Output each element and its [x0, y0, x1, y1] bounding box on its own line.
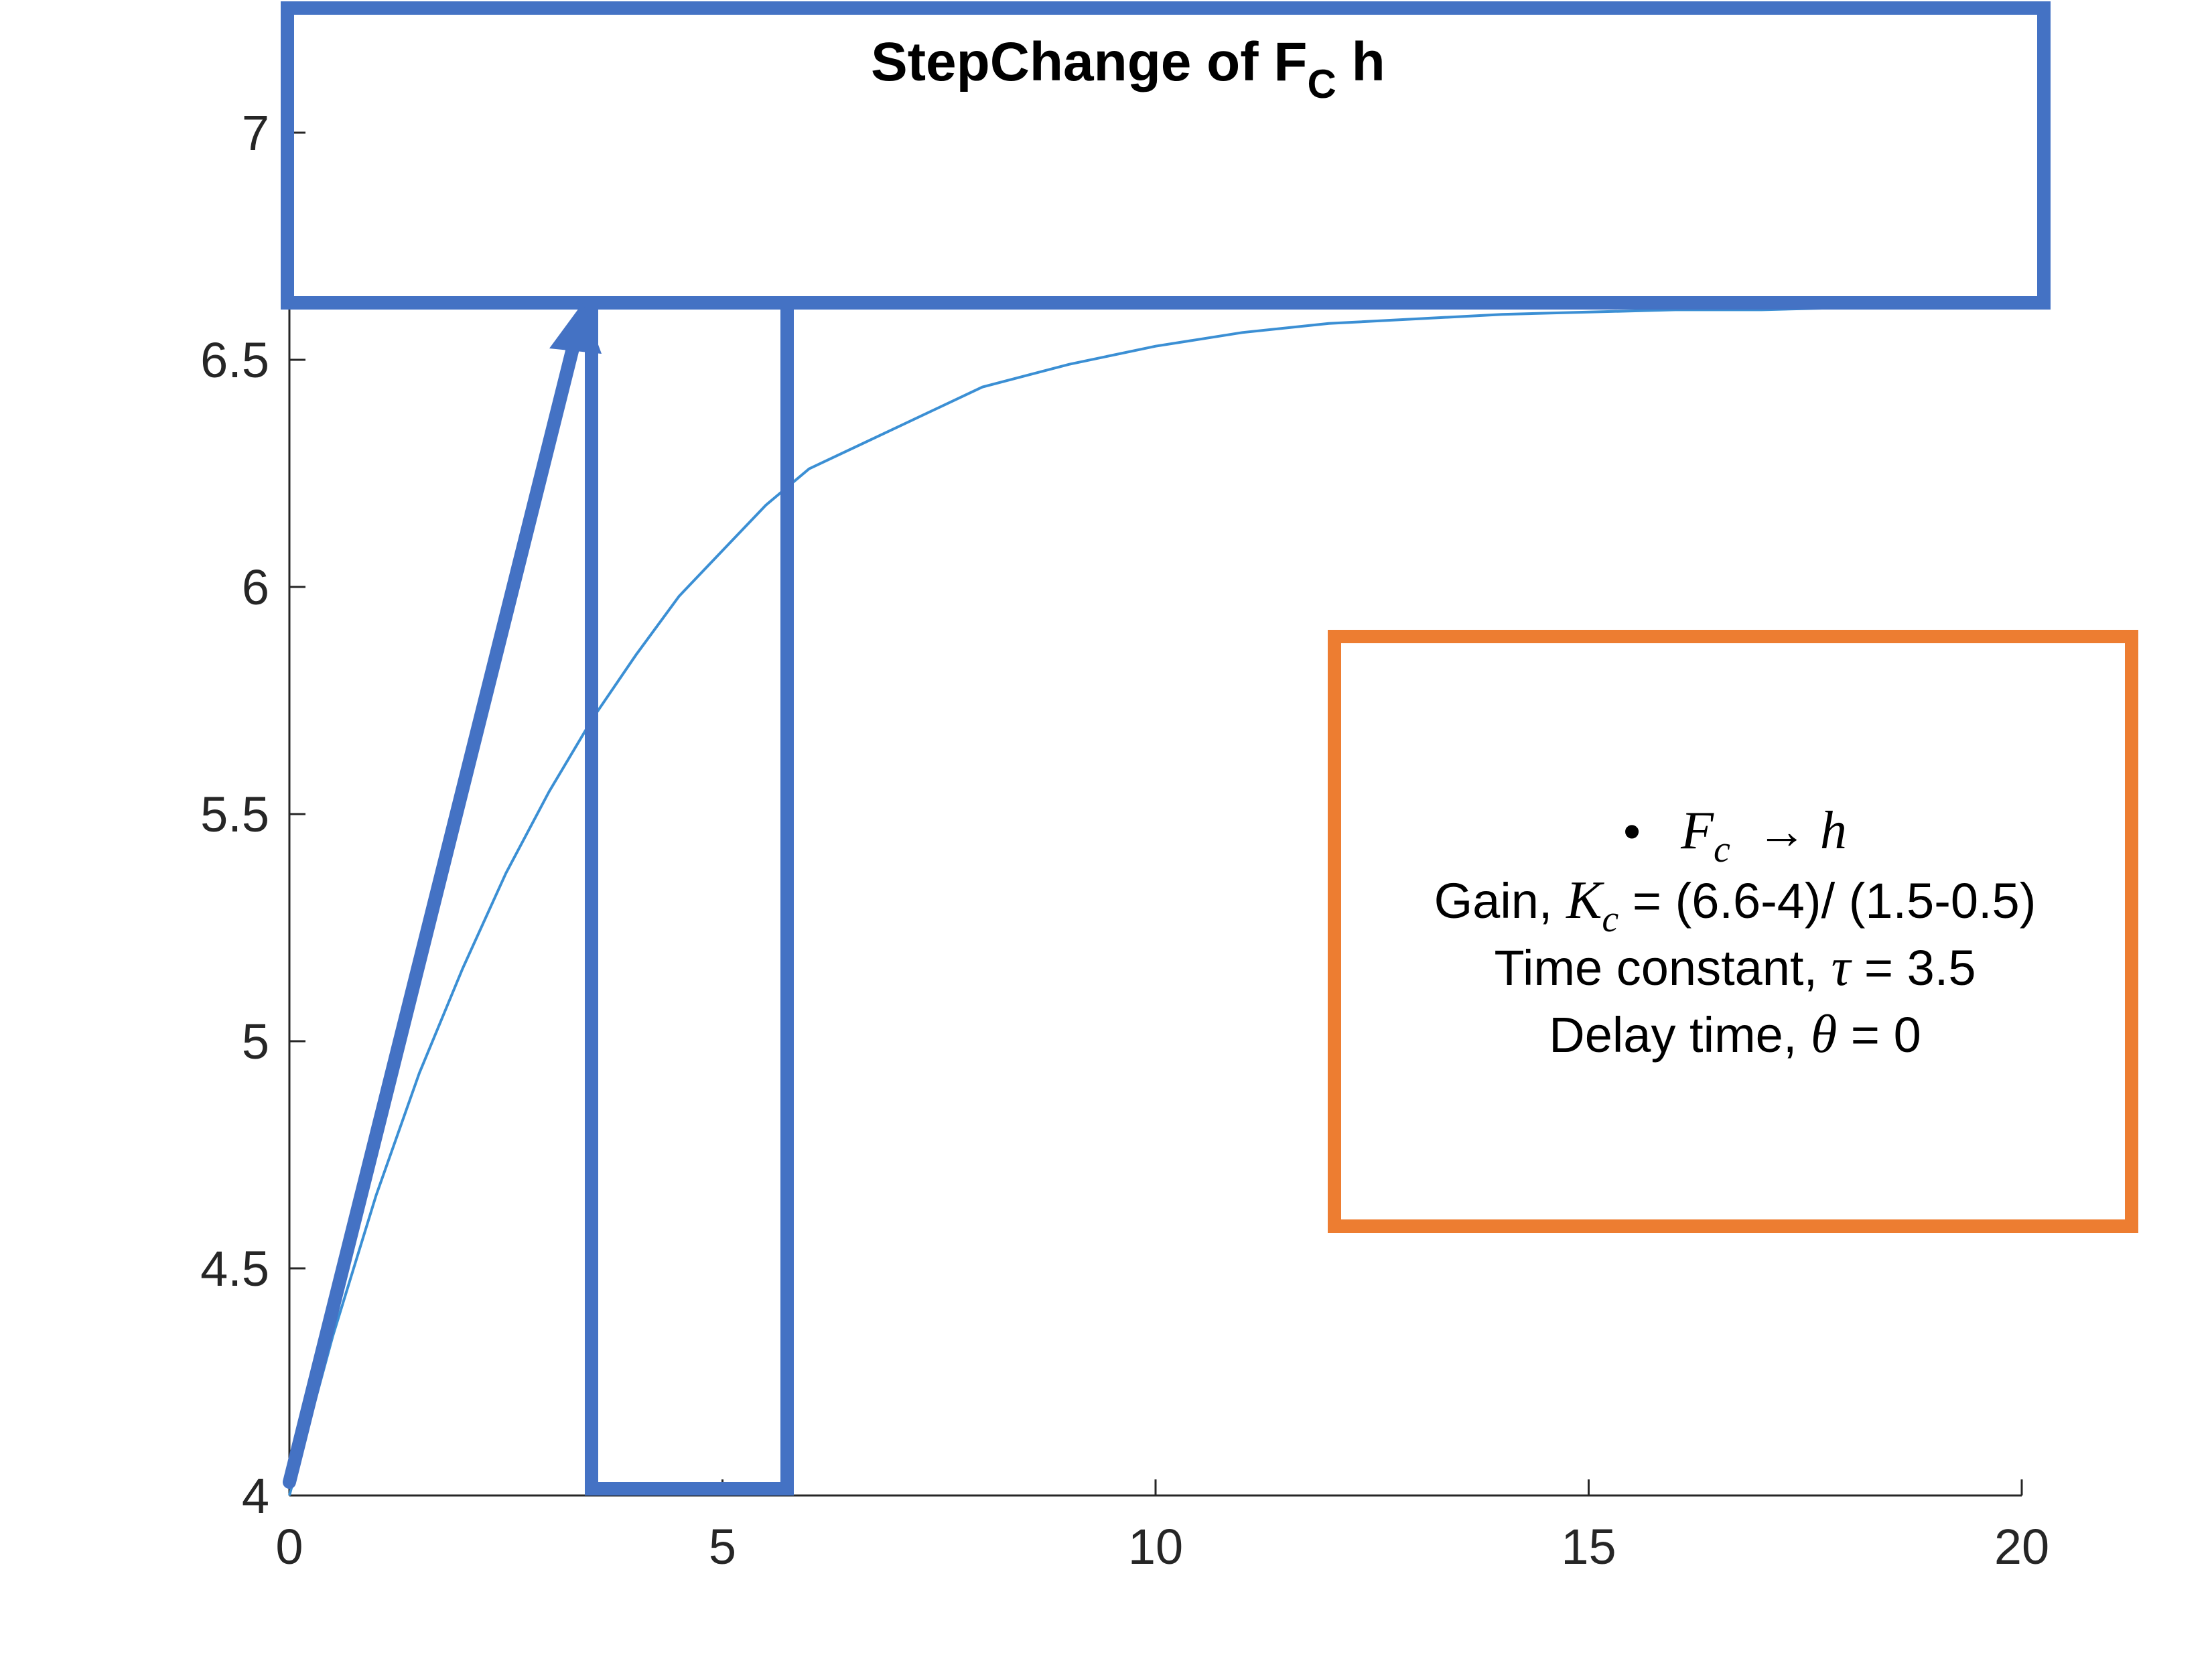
initial-slope-arrow-head — [549, 303, 602, 354]
series-layer — [288, 304, 2022, 1496]
title-highlight-box — [281, 1, 2051, 310]
x-tick-label: 15 — [1561, 1519, 1616, 1575]
initial-slope-arrow-line — [283, 323, 584, 1489]
y-tick-label: 4.5 — [200, 1241, 269, 1296]
axes — [288, 8, 2023, 1497]
time-constant-highlight-box — [585, 296, 794, 1495]
annotation-delay-time: Delay time, θ = 0 — [1549, 1005, 1921, 1064]
annotation-gain: Gain, Kc = (6.6-4)/ (1.5-0.5) — [1434, 871, 2036, 940]
annotation-time-constant: Time constant, τ = 3.5 — [1495, 938, 1976, 997]
chart-title: StepChange of FC h — [871, 31, 1385, 107]
y-tick-label: 6 — [242, 559, 269, 615]
x-tick-label: 10 — [1128, 1519, 1183, 1575]
y-tick-label: 6.5 — [200, 332, 269, 388]
y-tick-label: 4 — [242, 1468, 269, 1524]
x-tick-label: 5 — [709, 1519, 736, 1575]
y-tick-label: 5 — [242, 1014, 269, 1069]
x-tick-label: 0 — [275, 1519, 303, 1575]
response-curve — [288, 304, 2022, 1496]
y-tick-label: 5.5 — [200, 787, 269, 842]
tick-labels: 0 5 10 15 20 4 4.5 5 5.5 6 6.5 7 — [200, 105, 2049, 1575]
x-tick-label: 20 — [1994, 1519, 2049, 1575]
model-parameters-box — [1328, 630, 2138, 1233]
annotation-line-1: • Fc → h — [1623, 801, 1847, 870]
y-tick-label: 7 — [242, 105, 269, 161]
highlight-overlays — [281, 1, 2051, 1495]
